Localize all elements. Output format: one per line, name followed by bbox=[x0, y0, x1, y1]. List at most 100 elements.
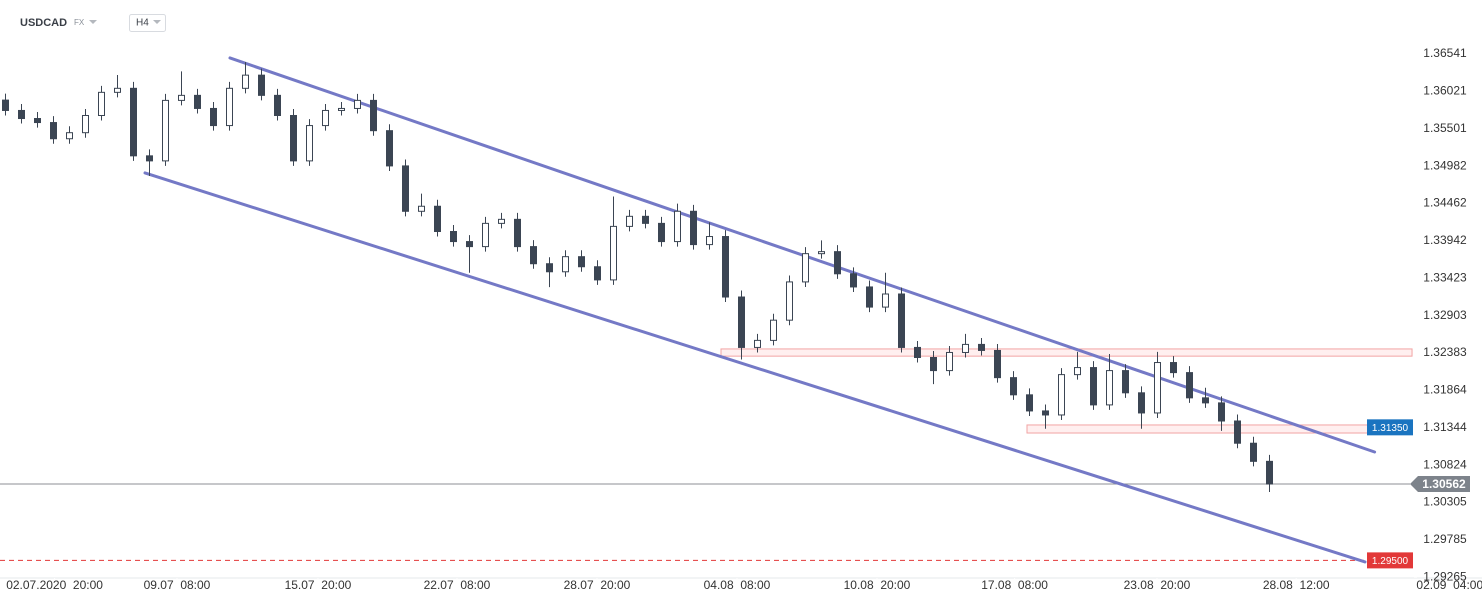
y-tick-label: 1.33942 bbox=[1423, 233, 1467, 247]
current-price-tag bbox=[1410, 476, 1470, 493]
candle-body bbox=[322, 109, 329, 127]
candle-body bbox=[1090, 367, 1097, 406]
candle-body bbox=[1202, 397, 1209, 404]
candle-body bbox=[866, 286, 873, 308]
current-price-label: 1.30562 bbox=[1422, 477, 1466, 491]
candle-body bbox=[1074, 367, 1081, 376]
candle-body bbox=[1250, 442, 1257, 462]
candle-body bbox=[690, 210, 697, 246]
candle-body bbox=[1218, 402, 1225, 422]
candle-body bbox=[338, 107, 345, 111]
candle-body bbox=[642, 215, 649, 224]
candle-body bbox=[962, 343, 969, 353]
channel-line bbox=[143, 171, 1367, 564]
candle-body bbox=[1154, 362, 1161, 414]
y-tick-label: 1.35501 bbox=[1423, 121, 1467, 135]
level-label: 1.31350 bbox=[1372, 423, 1409, 434]
candle-body bbox=[1266, 460, 1273, 485]
candle-body bbox=[18, 109, 25, 120]
y-tick-label: 1.30305 bbox=[1423, 495, 1467, 509]
candle-body bbox=[930, 357, 937, 372]
candle-body bbox=[578, 256, 585, 268]
market: FX bbox=[74, 18, 85, 27]
candle-body bbox=[306, 125, 313, 162]
candle-body bbox=[994, 349, 1001, 379]
candle-body bbox=[514, 218, 521, 248]
y-tick-label: 1.34982 bbox=[1423, 158, 1467, 172]
candle-body bbox=[66, 132, 73, 140]
candle-body bbox=[178, 94, 185, 101]
candle-body bbox=[290, 114, 297, 162]
candle-body bbox=[530, 246, 537, 265]
y-tick-label: 1.33423 bbox=[1423, 270, 1467, 284]
candle-body bbox=[850, 273, 857, 288]
candle-body bbox=[402, 165, 409, 212]
x-tick-label: 17.08 08:00 bbox=[981, 578, 1048, 592]
candle-body bbox=[162, 99, 169, 162]
candle-body bbox=[1058, 374, 1065, 416]
y-tick-label: 1.29265 bbox=[1423, 569, 1467, 583]
candle-body bbox=[722, 236, 729, 298]
dropdown-arrow[interactable] bbox=[89, 20, 97, 24]
candle-body bbox=[738, 296, 745, 348]
y-tick-label: 1.31344 bbox=[1423, 420, 1467, 434]
candle-body bbox=[1122, 370, 1129, 394]
candle-body bbox=[274, 94, 281, 116]
candle-body bbox=[114, 87, 121, 93]
interval-select[interactable] bbox=[129, 14, 166, 32]
y-tick-label: 1.32903 bbox=[1423, 308, 1467, 322]
candle-body bbox=[754, 339, 761, 348]
candle-body bbox=[1234, 420, 1241, 444]
candle-body bbox=[210, 107, 217, 127]
candle-body bbox=[914, 346, 921, 359]
candle-body bbox=[626, 215, 633, 227]
y-tick-label: 1.32383 bbox=[1423, 345, 1467, 359]
x-tick-label: 15.07 20:00 bbox=[285, 578, 352, 592]
candle-body bbox=[498, 218, 505, 224]
candle-body bbox=[418, 205, 425, 212]
candle-body bbox=[786, 281, 793, 321]
candle-body bbox=[226, 87, 233, 127]
candle-body bbox=[898, 293, 905, 348]
candle-body bbox=[146, 155, 153, 162]
y-tick-label: 1.31864 bbox=[1423, 383, 1467, 397]
y-tick-label: 1.36021 bbox=[1423, 84, 1467, 98]
candle-body bbox=[1186, 372, 1193, 399]
candle-body bbox=[1138, 392, 1145, 414]
x-tick-label: 28.08 12:00 bbox=[1263, 578, 1330, 592]
candle-body bbox=[818, 251, 825, 255]
candle-body bbox=[546, 263, 553, 273]
zone bbox=[720, 348, 1413, 357]
candle-body bbox=[658, 222, 665, 243]
candle-body bbox=[354, 99, 361, 109]
candle-body bbox=[594, 266, 601, 281]
candle-body bbox=[562, 256, 569, 273]
x-tick-label: 04.08 08:00 bbox=[704, 578, 771, 592]
level-label: 1.29500 bbox=[1372, 556, 1409, 567]
zone bbox=[1026, 424, 1413, 434]
candle-body bbox=[978, 343, 985, 351]
candle-body bbox=[882, 293, 889, 308]
candle-body bbox=[1026, 394, 1033, 412]
candle-body bbox=[802, 253, 809, 283]
candle-body bbox=[34, 118, 41, 124]
level-tag bbox=[1367, 552, 1413, 569]
candle-body bbox=[258, 74, 265, 96]
candle-body bbox=[466, 241, 473, 248]
candle-body bbox=[706, 236, 713, 246]
candle-body bbox=[194, 94, 201, 109]
x-tick-label: 09.07 08:00 bbox=[144, 578, 211, 592]
x-tick-label: 02.09 04:00 bbox=[1416, 578, 1482, 592]
candle-body bbox=[98, 91, 105, 116]
interval: H4 bbox=[136, 18, 149, 29]
candle-body bbox=[450, 231, 457, 243]
y-tick-label: 1.34462 bbox=[1423, 196, 1467, 210]
candle-body bbox=[1042, 410, 1049, 416]
candle-body bbox=[50, 122, 57, 140]
x-tick-label: 10.08 20:00 bbox=[844, 578, 911, 592]
candle-body bbox=[674, 210, 681, 243]
x-tick-label: 02.07.2020 20:00 bbox=[6, 578, 103, 592]
x-tick-label: 28.07 20:00 bbox=[564, 578, 631, 592]
dropdown-arrow bbox=[153, 20, 161, 24]
